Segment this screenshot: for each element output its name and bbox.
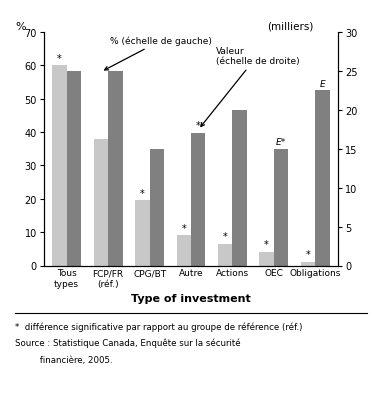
Text: *: *: [196, 121, 201, 131]
Text: *: *: [223, 231, 228, 242]
Text: *  différence significative par rapport au groupe de référence (réf.): * différence significative par rapport a…: [15, 322, 303, 331]
Bar: [52, 66, 67, 266]
Bar: [218, 244, 232, 266]
X-axis label: Type of investment: Type of investment: [131, 294, 251, 303]
Bar: [150, 149, 164, 266]
Bar: [274, 149, 288, 266]
Text: financière, 2005.: financière, 2005.: [15, 355, 113, 364]
Bar: [301, 263, 315, 266]
Bar: [108, 72, 123, 266]
Text: Source : Statistique Canada, Enquête sur la sécurité: Source : Statistique Canada, Enquête sur…: [15, 338, 241, 348]
Text: *: *: [306, 250, 311, 260]
Bar: [259, 252, 274, 266]
Text: *: *: [264, 240, 269, 250]
Text: *: *: [57, 54, 62, 63]
Text: %: %: [15, 21, 26, 31]
Text: % (échelle de gauche): % (échelle de gauche): [105, 36, 212, 71]
Bar: [94, 139, 108, 266]
Bar: [176, 236, 191, 266]
Text: (milliers): (milliers): [267, 21, 314, 31]
Bar: [135, 201, 150, 266]
Text: E*: E*: [276, 138, 286, 146]
Text: E: E: [320, 79, 325, 88]
Text: *: *: [181, 223, 186, 233]
Text: Valeur
(échelle de droite): Valeur (échelle de droite): [201, 47, 299, 127]
Text: *: *: [140, 188, 145, 198]
Bar: [315, 91, 330, 266]
Bar: [191, 134, 206, 266]
Bar: [232, 110, 247, 266]
Bar: [67, 72, 81, 266]
